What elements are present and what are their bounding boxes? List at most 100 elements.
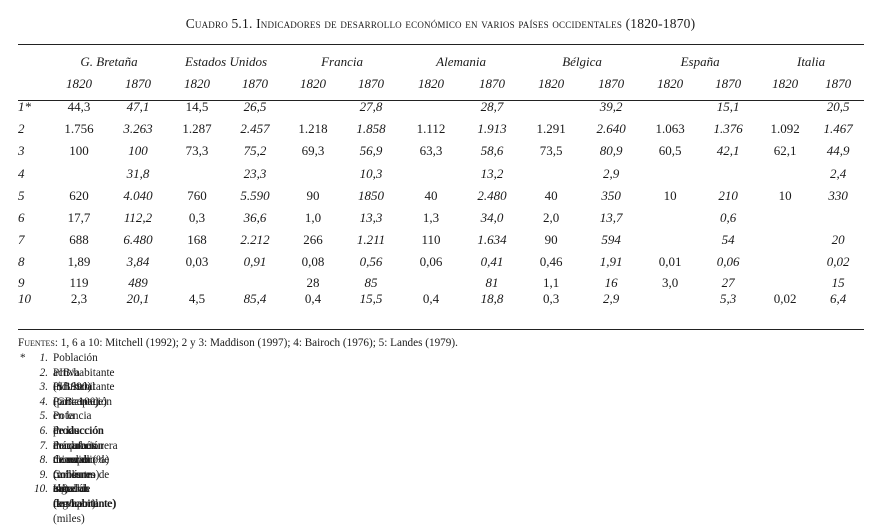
table-cell: 0,06	[716, 254, 740, 270]
table-cell: 620	[69, 187, 89, 203]
year-header: 1820	[300, 76, 327, 91]
table-cell	[698, 163, 758, 185]
row-index: 8	[18, 254, 25, 270]
table-cell: 81	[485, 274, 499, 290]
note-text: Kms. de ferrocarril (miles)	[53, 483, 99, 525]
table-cell: 1.634	[477, 232, 507, 248]
table-cell: 23,3	[243, 165, 267, 181]
note-text: Producción de arrabio (miles tm)	[53, 439, 104, 481]
year-header: 1870	[479, 76, 506, 91]
header-rule	[18, 100, 864, 101]
table-cell: 1.092	[770, 121, 800, 137]
table-cell: 210	[718, 187, 738, 203]
table-cell: 5.590	[240, 187, 270, 203]
table-cell: 13,7	[599, 210, 623, 226]
year-header-empty	[18, 72, 50, 96]
table-cell	[642, 207, 698, 229]
row-index: 2	[18, 121, 25, 137]
table-cell: 36,6	[243, 210, 267, 226]
country-header: Alemania	[436, 53, 486, 69]
table-cell: 2.457	[240, 121, 270, 137]
table-cell: 34,0	[480, 210, 504, 226]
table-cell: 0,4	[422, 290, 440, 306]
table-cell: 6,4	[829, 290, 847, 306]
table-cell: 42,1	[716, 143, 740, 159]
table-cell: 1.063	[655, 121, 685, 137]
table-cell	[642, 229, 698, 251]
note-text: PIB/habitante ($ 1990)	[53, 366, 115, 394]
table-row: 6 17,7 112,2 0,3 36,6 1,0 13,3 1,3 34,0 2,0 13,7 0,…	[18, 207, 864, 229]
country-header: Estados Unidos	[185, 53, 268, 69]
table-cell: 1,0	[304, 210, 322, 226]
table-cell: 2,4	[829, 165, 847, 181]
table-cell: 1.467	[823, 121, 853, 137]
table-cell	[168, 163, 226, 185]
table-cell: 0,4	[304, 290, 322, 306]
table-cell: 0,01	[658, 254, 682, 270]
table-cell: 16	[604, 274, 618, 290]
table-cell: 20	[831, 232, 845, 248]
table-cell: 5,3	[719, 290, 737, 306]
year-header: 1820	[66, 76, 92, 91]
country-header: Francia	[321, 53, 363, 69]
note-number: 3.	[39, 381, 48, 394]
table-cell: 13,2	[480, 165, 504, 181]
table-cell: 1.291	[536, 121, 566, 137]
year-header: 1870	[715, 76, 742, 91]
note-number: 4.	[39, 395, 48, 408]
table-cell	[758, 207, 812, 229]
table-row: 2 1.756 3.263 1.287 2.457 1.218 1.858 1.112 1.91…	[18, 118, 864, 140]
year-header: 1870	[242, 76, 269, 91]
table-cell: 3,84	[126, 254, 150, 270]
header-empty	[18, 50, 50, 72]
table-row: 9 119 489 28 85 81 1,1 16 3,0 27 15	[18, 274, 864, 291]
row-index: 6	[18, 210, 25, 226]
table-cell: 15,1	[716, 99, 740, 115]
year-header: 1820	[418, 76, 445, 91]
note-number: 8.	[39, 454, 48, 467]
table-cell: 63,3	[419, 143, 443, 159]
table-cell: 10	[778, 187, 792, 203]
table-cell: 73,5	[539, 143, 563, 159]
note-asterisk: *	[20, 352, 26, 364]
table-cell	[226, 274, 284, 291]
year-header: 1870	[598, 76, 625, 91]
table-row: 8 1,89 3,84 0,03 0,91 0,08 0,56 0,06 0,41 0,46 1,9…	[18, 251, 864, 273]
year-header: 1820	[772, 76, 799, 91]
table-row: 5 620 4.040 760 5.590 90 1850 40 2.480 40 350 10 210…	[18, 185, 864, 207]
table-cell	[642, 96, 698, 118]
row-index: 5	[18, 187, 25, 203]
year-header: 1820	[538, 76, 565, 91]
table-cell: 20,5	[826, 99, 850, 115]
table-cell: 330	[828, 187, 848, 203]
table-cell: 90	[544, 232, 558, 248]
sources-label: Fuentes	[18, 337, 55, 349]
table-cell: 2,9	[602, 165, 620, 181]
table-cell: 168	[187, 232, 207, 248]
table-cell: 54	[721, 232, 735, 248]
table-cell: 1,91	[599, 254, 623, 270]
table-cell: 15,5	[359, 290, 383, 306]
table-cell: 6.480	[123, 232, 153, 248]
table-cell	[758, 229, 812, 251]
table-cell	[642, 163, 698, 185]
table-cell: 266	[303, 232, 323, 248]
table-title: Cuadro 5.1. Indicadores de desarrollo ec…	[185, 16, 696, 31]
table-cell: 0,3	[188, 210, 206, 226]
year-header: 1870	[825, 76, 852, 91]
table-cell	[758, 274, 812, 291]
table-row: 4 31,8 23,3 10,3 13,2 2,9 2,4	[18, 163, 864, 185]
table-cell: 594	[601, 232, 621, 248]
table-cell: 1850	[358, 187, 385, 203]
table-cell: 1.376	[713, 121, 743, 137]
note-number: 6.	[39, 424, 48, 437]
table-cell: 17,7	[67, 210, 91, 226]
table-cell: 1.211	[356, 232, 386, 248]
country-header: España	[680, 53, 720, 69]
table-cell: 350	[601, 187, 621, 203]
table-cell: 15	[831, 274, 845, 290]
table-cell: 3.263	[123, 121, 153, 137]
note-text: Participación en la producción manufactu…	[53, 395, 118, 467]
table-cell: 2,3	[70, 290, 88, 306]
table-cell: 2.640	[596, 121, 626, 137]
